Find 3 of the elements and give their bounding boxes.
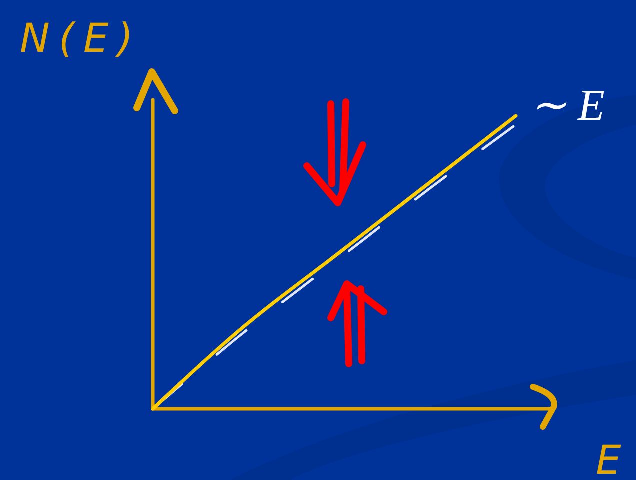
- y-axis-title: N(E): [20, 16, 142, 62]
- x-axis-title: E: [596, 438, 622, 480]
- series-label: ∼ E: [530, 81, 605, 130]
